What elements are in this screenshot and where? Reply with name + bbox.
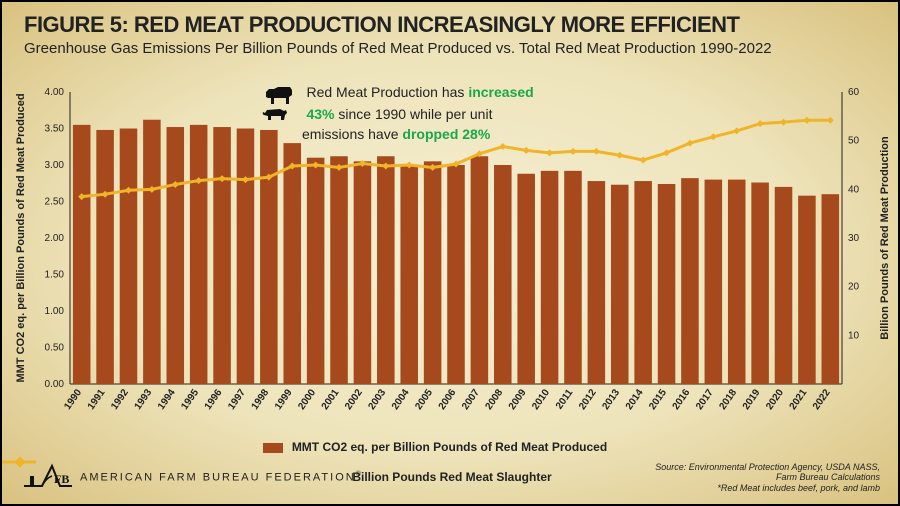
svg-text:2015: 2015 xyxy=(647,387,669,412)
svg-text:20: 20 xyxy=(848,282,860,293)
svg-text:2022: 2022 xyxy=(811,387,833,412)
svg-text:MMT CO2 eq. per Billion Pounds: MMT CO2 eq. per Billion Pounds of Red Me… xyxy=(15,93,27,382)
svg-text:2009: 2009 xyxy=(507,387,529,412)
afbf-logo-icon: FB xyxy=(24,462,72,492)
svg-text:Billion Pounds of Red Meat Pro: Billion Pounds of Red Meat Production xyxy=(879,136,891,340)
svg-text:FB: FB xyxy=(54,472,69,486)
svg-text:1996: 1996 xyxy=(203,387,225,412)
svg-text:3.50: 3.50 xyxy=(45,124,65,135)
svg-text:2.50: 2.50 xyxy=(45,197,65,208)
svg-text:1999: 1999 xyxy=(273,387,295,412)
svg-text:2002: 2002 xyxy=(343,387,365,412)
svg-text:1.00: 1.00 xyxy=(45,306,65,317)
svg-text:2016: 2016 xyxy=(671,387,693,412)
svg-text:2001: 2001 xyxy=(320,387,342,412)
svg-text:2006: 2006 xyxy=(437,387,459,412)
figure-subtitle: Greenhouse Gas Emissions Per Billion Pou… xyxy=(24,40,864,59)
svg-text:2013: 2013 xyxy=(600,387,622,412)
svg-text:2007: 2007 xyxy=(460,387,482,412)
svg-text:1993: 1993 xyxy=(133,387,155,412)
org-name: AMERICAN FARM BUREAU FEDERATION® xyxy=(80,471,363,484)
svg-text:2019: 2019 xyxy=(741,387,763,412)
svg-text:2000: 2000 xyxy=(296,387,318,412)
svg-text:40: 40 xyxy=(848,184,860,195)
svg-text:2020: 2020 xyxy=(764,387,786,412)
svg-text:2012: 2012 xyxy=(577,387,599,412)
svg-text:1990: 1990 xyxy=(62,387,84,412)
svg-text:30: 30 xyxy=(848,233,860,244)
svg-text:2021: 2021 xyxy=(788,387,810,412)
svg-text:10: 10 xyxy=(848,330,860,341)
svg-text:3.00: 3.00 xyxy=(45,160,65,171)
svg-text:1994: 1994 xyxy=(156,387,178,412)
svg-text:0.00: 0.00 xyxy=(45,379,65,390)
svg-text:1992: 1992 xyxy=(109,387,131,412)
svg-text:2.00: 2.00 xyxy=(45,233,65,244)
svg-text:2014: 2014 xyxy=(624,387,646,412)
svg-text:60: 60 xyxy=(848,87,860,98)
svg-text:1991: 1991 xyxy=(86,387,108,412)
svg-text:50: 50 xyxy=(848,136,860,147)
figure-title: FIGURE 5: RED MEAT PRODUCTION INCREASING… xyxy=(24,12,876,38)
svg-text:2008: 2008 xyxy=(483,387,505,412)
svg-text:1998: 1998 xyxy=(250,387,272,412)
svg-text:1.50: 1.50 xyxy=(45,270,65,281)
source-text: Source: Environmental Protection Agency,… xyxy=(655,462,880,494)
svg-text:1995: 1995 xyxy=(179,387,201,412)
svg-text:0.50: 0.50 xyxy=(45,343,65,354)
svg-text:2010: 2010 xyxy=(530,387,552,412)
svg-text:2018: 2018 xyxy=(717,387,739,412)
svg-text:2011: 2011 xyxy=(554,387,576,411)
svg-text:4.00: 4.00 xyxy=(45,87,65,98)
legend-bar: MMT CO2 eq. per Billion Pounds of Red Me… xyxy=(263,440,610,454)
svg-text:2017: 2017 xyxy=(694,387,716,412)
svg-text:1997: 1997 xyxy=(226,387,248,412)
svg-text:2004: 2004 xyxy=(390,387,412,412)
svg-text:2005: 2005 xyxy=(413,387,435,412)
efficiency-chart: 0.00 0.50 1.00 1.50 2.00 2.50 3.00 3.50 4.00 10 20… xyxy=(2,80,900,440)
svg-text:2003: 2003 xyxy=(367,387,389,412)
